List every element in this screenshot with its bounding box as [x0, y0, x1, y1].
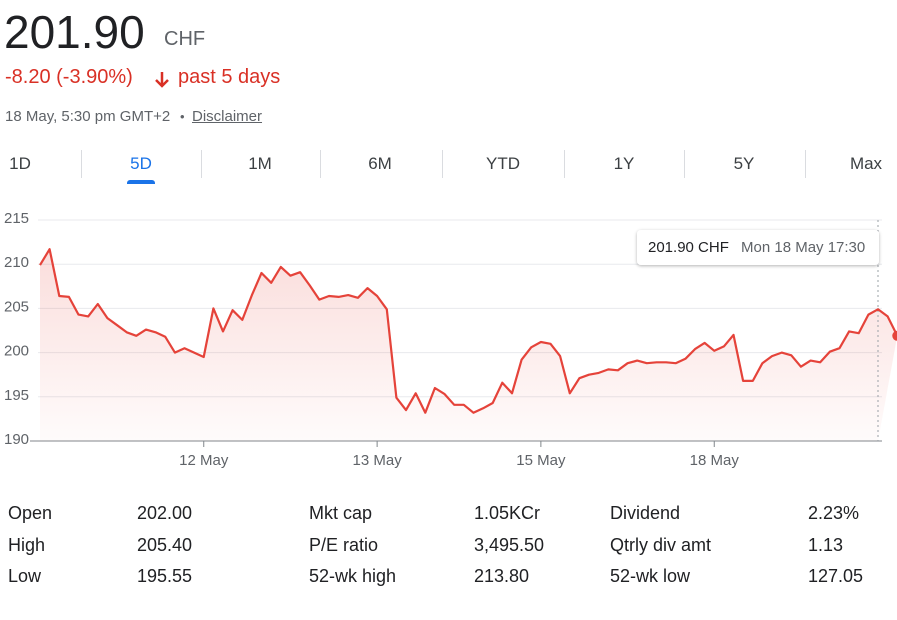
stat-label: 52-wk high — [309, 566, 397, 586]
stat-value: 2.23% — [808, 503, 860, 523]
x-tick-label: 13 May — [353, 452, 403, 469]
change: -8.20 (-3.90%) — [5, 66, 133, 88]
stat-label: Qtrly div amt — [610, 535, 712, 555]
chart: 190 195 200 205 210 215 12 May 13 May 15 May 18 M… — [4, 210, 897, 469]
period: past 5 days — [178, 66, 281, 88]
range-tab[interactable]: Max — [849, 154, 883, 173]
x-tick-label: 12 May — [179, 452, 229, 469]
range-tab[interactable]: 1M — [248, 154, 272, 173]
y-tick-label: 210 — [4, 254, 29, 271]
stat-value: 1.13 — [808, 535, 844, 555]
stat-value: 213.80 — [474, 566, 530, 586]
stat-label: High — [8, 535, 46, 555]
tab-separator — [80, 150, 82, 178]
tab-separator — [200, 150, 202, 178]
stat-value: 202.00 — [137, 503, 193, 523]
range-tab[interactable]: 5D — [130, 154, 152, 173]
separator: • — [180, 109, 185, 124]
range-tab[interactable]: 6M — [368, 154, 392, 173]
y-tick-label: 190 — [4, 431, 29, 448]
tooltip: 201.90 CHF Mon 18 May 17:30 — [637, 230, 879, 265]
range-tab[interactable]: 5Y — [733, 154, 755, 173]
currency: CHF — [164, 28, 206, 50]
y-tick-label: 215 — [4, 210, 29, 227]
tab-separator — [563, 150, 565, 178]
stat-value: 3,495.50 — [474, 535, 545, 555]
y-tick-label: 205 — [4, 298, 29, 315]
last-point — [892, 330, 897, 341]
stat-label: P/E ratio — [309, 535, 379, 555]
stat-value: 1.05KCr — [474, 503, 541, 523]
tab-separator — [320, 150, 321, 178]
price-line — [39, 248, 897, 414]
selected-indicator — [127, 180, 155, 184]
y-tick-label: 195 — [4, 387, 29, 404]
tab-separator — [684, 150, 685, 178]
stat-label: Low — [8, 566, 42, 586]
tab-separator — [805, 150, 806, 178]
stat-label: Dividend — [610, 503, 681, 523]
tab-separator — [441, 150, 443, 178]
timestamp: 18 May, 5:30 pm GMT+2 — [5, 108, 171, 125]
range-tab[interactable]: YTD — [486, 154, 520, 173]
tooltip-time: Mon 18 May 17:30 — [741, 239, 865, 256]
stat-label: 52-wk low — [610, 566, 691, 586]
range-tab[interactable]: 1Y — [613, 154, 635, 173]
stat-value: 195.55 — [137, 566, 193, 586]
x-tick-label: 15 May — [516, 452, 566, 469]
y-tick-label: 200 — [4, 343, 29, 360]
stat-value: 205.40 — [137, 535, 193, 555]
stat-value: 127.05 — [808, 566, 864, 586]
area-fill — [40, 249, 897, 441]
tooltip-box — [637, 230, 879, 265]
price: 201.90 — [4, 6, 145, 58]
x-tick-label: 18 May — [690, 452, 740, 469]
stat-label: Open — [8, 503, 53, 523]
down-arrow-icon — [155, 72, 169, 88]
tooltip-price: 201.90 CHF — [648, 239, 729, 256]
stat-label: Mkt cap — [309, 503, 373, 523]
disclaimer-link[interactable]: Disclaimer — [192, 108, 263, 125]
range-tab[interactable]: 1D — [9, 154, 31, 173]
